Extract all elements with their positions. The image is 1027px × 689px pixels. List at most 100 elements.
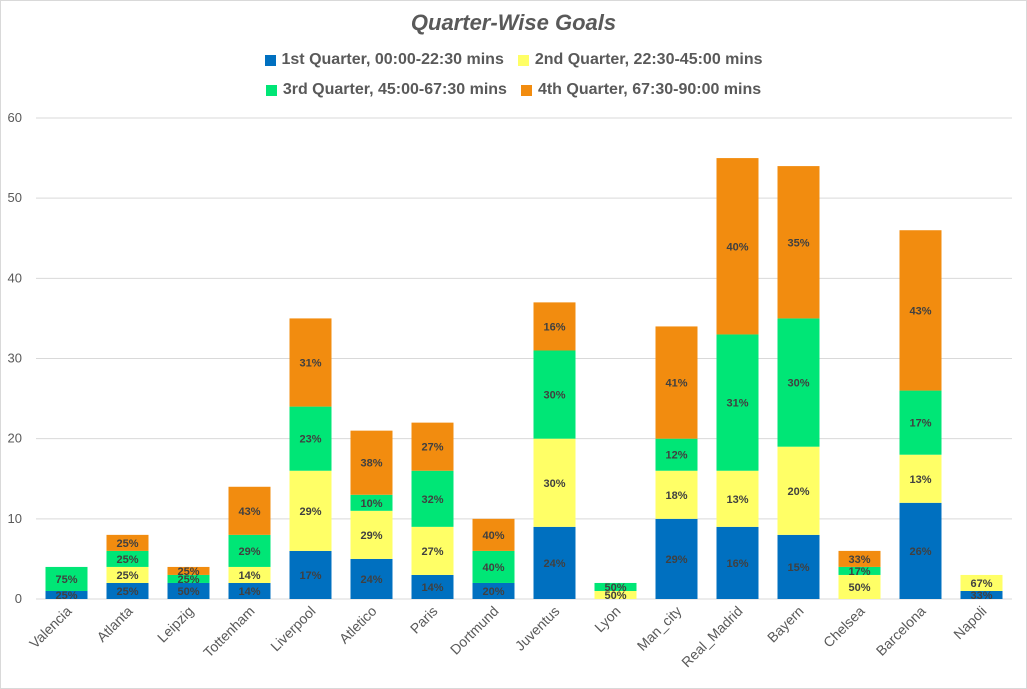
bar-segment xyxy=(960,590,1003,599)
data-label: 27% xyxy=(421,546,443,558)
bar-segment xyxy=(716,158,759,335)
bar-segment xyxy=(350,510,393,559)
data-label: 40% xyxy=(482,562,504,574)
x-tick-label: Dortmund xyxy=(447,603,502,658)
bar-segment xyxy=(228,534,271,567)
data-label: 30% xyxy=(543,390,565,402)
legend-row: 1st Quarter, 00:00-22:30 mins 2nd Quarte… xyxy=(0,51,1027,69)
data-label: 17% xyxy=(909,418,931,430)
bar-segment xyxy=(777,318,820,447)
bar-segment xyxy=(838,566,881,575)
data-label: 40% xyxy=(726,241,748,253)
data-label: 67% xyxy=(970,578,992,590)
bar-segment xyxy=(472,550,515,583)
data-label: 25% xyxy=(55,590,77,602)
bar-segment xyxy=(45,566,88,591)
data-label: 33% xyxy=(848,554,870,566)
y-tick-label: 20 xyxy=(8,431,22,446)
data-label: 12% xyxy=(665,450,687,462)
legend-swatch-q2 xyxy=(517,54,529,66)
bar-segment xyxy=(655,470,698,519)
bar-segment xyxy=(899,230,942,391)
x-tick-label: Lyon xyxy=(591,603,623,635)
chart-title: Quarter-Wise Goals xyxy=(410,10,617,35)
x-tick-label: Bayern xyxy=(764,603,807,646)
data-label: 25% xyxy=(116,538,138,550)
data-label: 13% xyxy=(726,494,748,506)
bar-segment xyxy=(899,502,942,599)
legend-item-q2: 2nd Quarter, 22:30-45:00 mins xyxy=(517,51,763,69)
legend-label-q3: 3rd Quarter, 45:00-67:30 mins xyxy=(282,81,507,98)
data-label: 15% xyxy=(787,562,809,574)
bar-segment xyxy=(594,582,637,591)
legend-label-q2: 2nd Quarter, 22:30-45:00 mins xyxy=(534,51,763,68)
legend-label-q4: 4th Quarter, 67:30-90:00 mins xyxy=(537,81,762,98)
x-tick-label: Leipzig xyxy=(154,603,197,646)
data-label: 50% xyxy=(604,582,626,594)
data-label: 40% xyxy=(482,530,504,542)
data-label: 24% xyxy=(360,574,382,586)
legend-swatch-q3 xyxy=(265,84,277,96)
data-label: 17% xyxy=(299,570,321,582)
x-tick-label: Chelsea xyxy=(820,603,868,651)
bar-segment xyxy=(594,590,637,599)
data-label: 75% xyxy=(55,574,77,586)
bar-segment xyxy=(106,566,149,583)
bar-segment xyxy=(106,534,149,551)
bar-segment xyxy=(533,526,576,599)
data-label: 41% xyxy=(665,378,687,390)
bar-segment xyxy=(655,438,698,471)
data-label: 20% xyxy=(482,586,504,598)
y-tick-label: 40 xyxy=(8,270,22,285)
bar-segment xyxy=(899,390,942,455)
y-tick-label: 50 xyxy=(8,190,22,205)
bar-segment xyxy=(228,566,271,583)
x-tick-label: Atlanta xyxy=(93,603,135,645)
data-label: 27% xyxy=(421,442,443,454)
data-label: 18% xyxy=(665,490,687,502)
bar-segment xyxy=(45,590,88,599)
y-tick-label: 10 xyxy=(8,511,22,526)
x-tick-label: Juventus xyxy=(512,603,563,654)
data-label: 30% xyxy=(543,478,565,490)
data-label: 31% xyxy=(726,398,748,410)
x-tick-label: Paris xyxy=(407,603,441,637)
data-label: 20% xyxy=(787,486,809,498)
bar-segment xyxy=(411,526,454,575)
bar-segment xyxy=(777,166,820,319)
bar-segment xyxy=(411,422,454,471)
data-label: 31% xyxy=(299,358,321,370)
data-label: 13% xyxy=(909,474,931,486)
data-label: 35% xyxy=(787,237,809,249)
bar-segment xyxy=(716,334,759,471)
legend-swatch-q1 xyxy=(264,54,276,66)
bar-segment xyxy=(533,350,576,439)
bar-segment xyxy=(472,518,515,551)
data-label: 25% xyxy=(116,586,138,598)
y-tick-label: 0 xyxy=(15,591,22,606)
bar-segment xyxy=(411,470,454,527)
bar-segment xyxy=(289,550,332,599)
data-label: 25% xyxy=(177,574,199,586)
x-tick-label: Valencia xyxy=(26,603,75,652)
data-label: 33% xyxy=(970,590,992,602)
bar-segment xyxy=(228,582,271,599)
bar-segment xyxy=(106,582,149,599)
data-label: 16% xyxy=(543,321,565,333)
data-label: 29% xyxy=(360,530,382,542)
bar-segment xyxy=(777,534,820,599)
x-tick-label: Real_Madrid xyxy=(678,603,745,670)
bar-segment xyxy=(167,582,210,599)
bar-segment xyxy=(472,582,515,599)
bar-segment xyxy=(106,550,149,567)
x-tick-label: Tottenham xyxy=(200,603,258,661)
x-tick-label: Liverpool xyxy=(267,603,318,654)
bar-segment xyxy=(899,454,942,503)
bar-segment xyxy=(350,494,393,511)
bar-segment xyxy=(716,470,759,527)
data-label: 43% xyxy=(909,305,931,317)
bar-segment xyxy=(960,574,1003,591)
data-label: 29% xyxy=(238,546,260,558)
bar-segment xyxy=(167,566,210,575)
